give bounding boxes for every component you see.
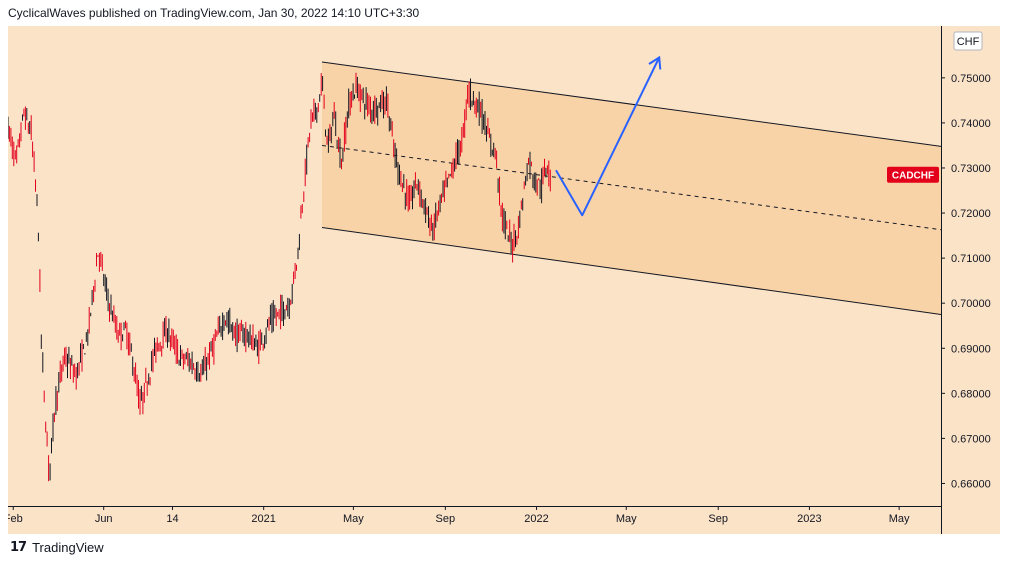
symbol-label: CADCHF — [892, 171, 934, 182]
publisher-line: CyclicalWaves published on TradingView.c… — [8, 6, 420, 20]
projection-path[interactable] — [555, 57, 661, 217]
x-tick-label: Feb — [8, 513, 23, 525]
y-tick-label: 0.73000 — [951, 163, 991, 175]
x-tick-label: Sep — [708, 513, 728, 525]
channel-layer — [321, 61, 942, 315]
x-tick-label: Sep — [436, 513, 456, 525]
channel-upper-line[interactable] — [321, 61, 942, 147]
x-tick-label: 2023 — [797, 513, 821, 525]
candle-layer — [8, 72, 551, 482]
y-tick-label: 0.74000 — [951, 118, 991, 130]
x-tick-label: 2021 — [251, 513, 275, 525]
channel-lower-line[interactable] — [321, 226, 942, 315]
x-tick-label: May — [343, 513, 364, 525]
projection-layer[interactable] — [555, 55, 662, 217]
axis-layer: 0.75000 0.74000 0.73000 0.72000 0.71000 0.700… — [8, 26, 991, 534]
y-tick-label: 0.71000 — [951, 253, 991, 265]
brand-name: TradingView — [32, 540, 104, 555]
x-tick-label: May — [616, 513, 637, 525]
footer-brand[interactable]: 17 TradingView — [10, 540, 104, 555]
x-tick-label: 14 — [166, 513, 178, 525]
currency-box[interactable] — [953, 31, 983, 51]
x-tick-label: May — [889, 513, 910, 525]
price-chart[interactable]: 0.75000 0.74000 0.73000 0.72000 0.71000 0.700… — [8, 26, 1000, 534]
y-tick-label: 0.66000 — [951, 478, 991, 490]
y-tick-label: 0.68000 — [951, 388, 991, 400]
channel-fill — [322, 62, 941, 315]
tradingview-logo-icon: 17 — [10, 540, 27, 555]
symbol-price-badge[interactable] — [887, 166, 939, 183]
channel-mid-line[interactable] — [321, 144, 942, 231]
currency-label: CHF — [957, 36, 980, 48]
x-tick-label: 2022 — [524, 513, 548, 525]
y-tick-label: 0.75000 — [951, 73, 991, 85]
x-tick-label: Jun — [95, 513, 113, 525]
y-tick-label: 0.69000 — [951, 343, 991, 355]
y-tick-label: 0.70000 — [951, 298, 991, 310]
chart-panel[interactable]: 0.75000 0.74000 0.73000 0.72000 0.71000 0.700… — [8, 26, 1000, 534]
y-tick-label: 0.67000 — [951, 433, 991, 445]
y-tick-label: 0.72000 — [951, 208, 991, 220]
arrowhead-icon — [648, 55, 662, 70]
